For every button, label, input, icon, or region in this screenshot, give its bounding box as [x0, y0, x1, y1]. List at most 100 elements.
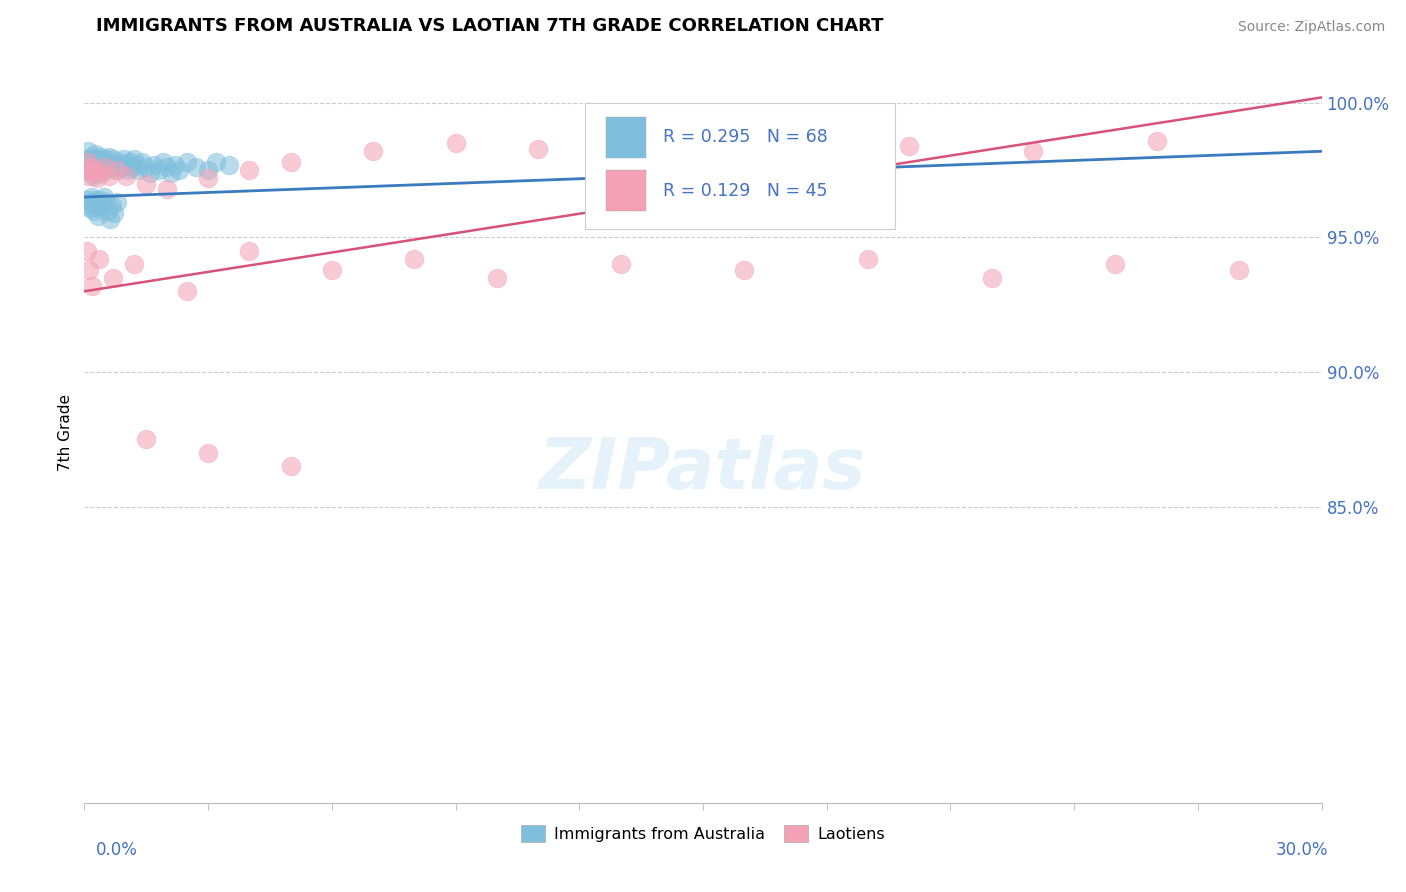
Point — [609, 257, 631, 271]
Point — [100, 161, 122, 175]
Point — [94, 153, 117, 167]
Text: Source: ZipAtlas.com: Source: ZipAtlas.com — [1237, 21, 1385, 34]
Point — [1227, 262, 1250, 277]
Point — [167, 163, 190, 178]
Point — [87, 158, 110, 172]
Point — [1022, 145, 1045, 159]
Point — [98, 211, 121, 226]
Point — [117, 163, 139, 178]
Point — [105, 195, 128, 210]
Point — [86, 171, 108, 186]
Point — [152, 155, 174, 169]
Text: 30.0%: 30.0% — [1277, 840, 1329, 858]
Point — [86, 153, 108, 167]
Point — [90, 150, 112, 164]
Point — [97, 203, 120, 218]
Point — [94, 163, 117, 178]
Text: R = 0.129   N = 45: R = 0.129 N = 45 — [664, 182, 828, 200]
Point — [156, 161, 179, 175]
Point — [485, 270, 508, 285]
Point — [127, 163, 149, 178]
Point — [527, 142, 550, 156]
Point — [83, 203, 105, 218]
Text: 0.0%: 0.0% — [96, 840, 138, 858]
Point — [76, 163, 98, 178]
Point — [110, 161, 132, 175]
Point — [76, 244, 98, 258]
Point — [77, 169, 100, 183]
Point — [105, 163, 128, 178]
Point — [80, 161, 103, 175]
Point — [197, 163, 219, 178]
Point — [75, 163, 97, 178]
Point — [131, 155, 153, 169]
Point — [77, 193, 100, 207]
Point — [89, 201, 111, 215]
Point — [980, 270, 1002, 285]
Text: R = 0.295   N = 68: R = 0.295 N = 68 — [664, 128, 828, 146]
Point — [89, 193, 111, 207]
Point — [112, 153, 135, 167]
Point — [165, 158, 187, 172]
Point — [79, 153, 101, 167]
Point — [103, 270, 125, 285]
FancyBboxPatch shape — [606, 170, 647, 211]
FancyBboxPatch shape — [585, 103, 894, 229]
Point — [404, 252, 426, 266]
Point — [75, 155, 97, 169]
Point — [76, 198, 98, 212]
Point — [82, 166, 104, 180]
Legend: Immigrants from Australia, Laotiens: Immigrants from Australia, Laotiens — [513, 817, 893, 850]
Point — [77, 145, 100, 159]
Point — [86, 209, 108, 223]
Point — [444, 136, 467, 151]
Point — [160, 166, 183, 180]
Point — [91, 198, 114, 212]
Point — [1104, 257, 1126, 271]
Point — [856, 252, 879, 266]
Point — [118, 155, 141, 169]
Point — [79, 161, 101, 175]
Point — [82, 195, 104, 210]
Point — [82, 169, 104, 183]
Point — [280, 155, 302, 169]
Point — [96, 195, 118, 210]
Text: ZIPatlas: ZIPatlas — [540, 435, 866, 504]
Point — [79, 150, 101, 164]
Point — [218, 158, 240, 172]
Point — [321, 262, 343, 277]
Point — [84, 193, 107, 207]
Point — [280, 459, 302, 474]
Point — [176, 155, 198, 169]
Point — [651, 134, 673, 148]
Point — [76, 155, 98, 169]
Point — [105, 163, 128, 178]
Point — [135, 433, 157, 447]
Point — [96, 155, 118, 169]
Point — [1146, 134, 1168, 148]
Point — [103, 206, 125, 220]
Point — [197, 446, 219, 460]
Point — [898, 139, 921, 153]
Point — [98, 150, 121, 164]
Point — [79, 262, 101, 277]
Point — [84, 166, 107, 180]
Point — [121, 161, 143, 175]
Point — [139, 166, 162, 180]
Y-axis label: 7th Grade: 7th Grade — [58, 394, 73, 471]
Point — [104, 158, 127, 172]
Point — [125, 158, 148, 172]
Point — [101, 198, 124, 212]
Point — [82, 155, 104, 169]
Point — [238, 163, 260, 178]
Point — [238, 244, 260, 258]
Point — [205, 155, 228, 169]
Point — [103, 153, 125, 167]
Point — [87, 252, 110, 266]
Point — [79, 201, 101, 215]
Point — [83, 163, 105, 178]
Point — [86, 198, 108, 212]
Point — [114, 169, 136, 183]
Point — [90, 166, 112, 180]
Point — [94, 161, 117, 175]
